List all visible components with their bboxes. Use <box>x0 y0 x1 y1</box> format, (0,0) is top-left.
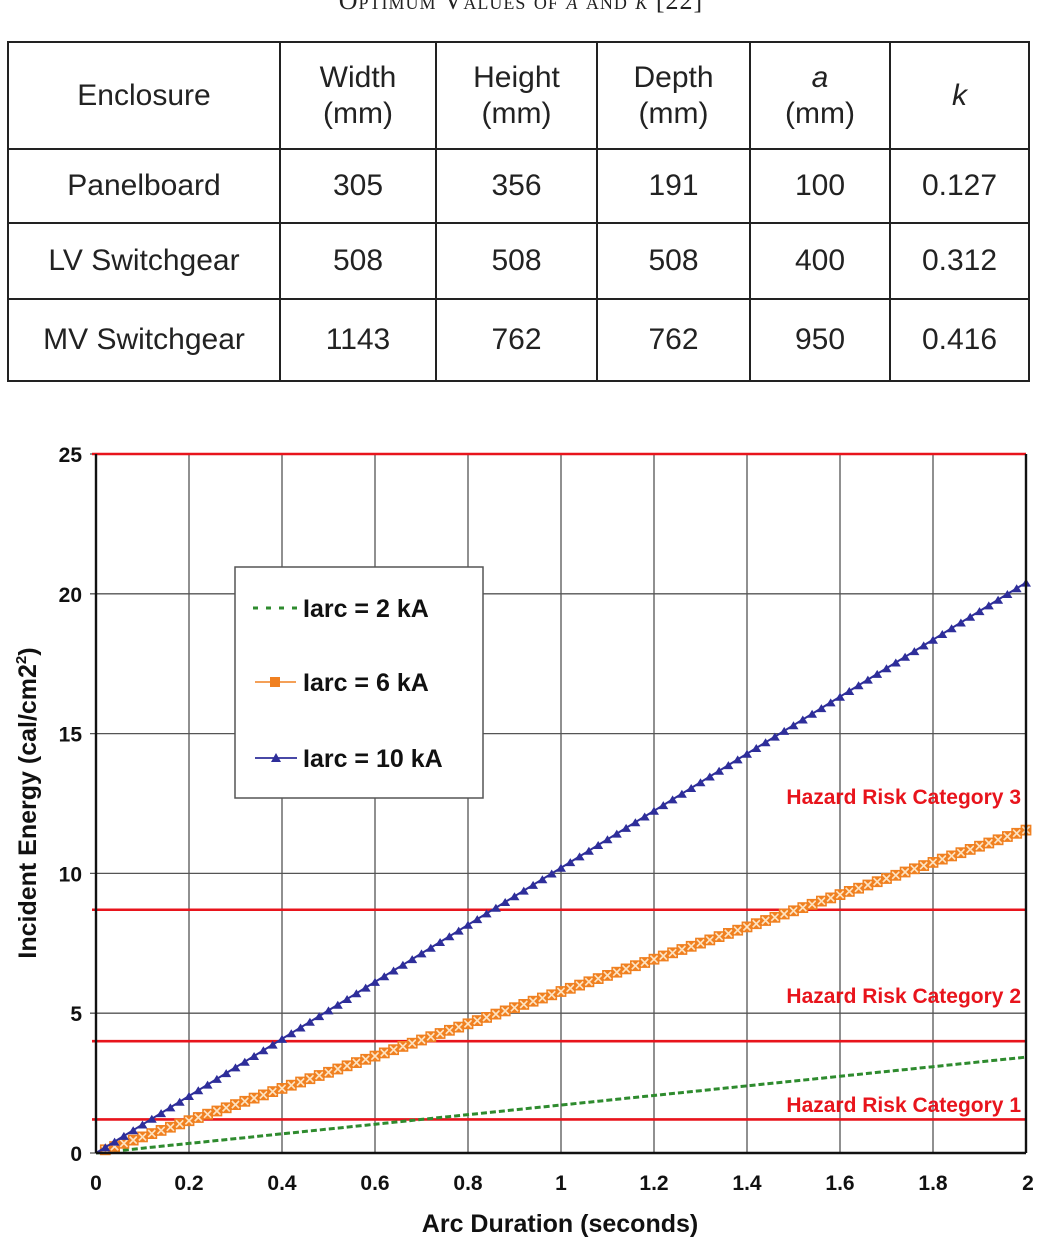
hazard-category-label: Hazard Risk Category 3 <box>786 786 1021 809</box>
x-tick-label: 0.6 <box>360 1172 389 1195</box>
x-tick-label: 1 <box>555 1172 567 1195</box>
legend-item: Iarc = 10 kA <box>255 745 443 773</box>
cell-a: 400 <box>749 222 891 300</box>
x-tick-label: 1.6 <box>825 1172 854 1195</box>
square-marker-icon <box>270 677 280 687</box>
cell-depth: 508 <box>596 222 751 300</box>
y-tick-label: 15 <box>59 724 83 747</box>
cell-a: 950 <box>749 298 891 382</box>
hazard-category-label: Hazard Risk Category 1 <box>786 1094 1021 1117</box>
y-tick-label: 0 <box>70 1143 82 1166</box>
cell-enclosure: MV Switchgear <box>7 298 281 382</box>
cell-k: 0.416 <box>889 298 1030 382</box>
cell-height: 356 <box>435 148 598 224</box>
x-tick-label: 2 <box>1022 1172 1034 1195</box>
legend-label: Iarc = 2 kA <box>303 595 429 623</box>
caption-var-k: k <box>635 0 649 15</box>
cell-width: 305 <box>279 148 437 224</box>
legend-item: Iarc = 6 kA <box>255 669 429 697</box>
cell-enclosure: Panelboard <box>7 148 281 224</box>
chart-axes: 0 5 10 15 20 25 0 0.2 0.4 0.6 0.8 1 1.2 1.4 1.6 1.8 2 Arc… <box>13 444 1034 1238</box>
x-tick-label: 0.8 <box>453 1172 483 1195</box>
cell-a: 100 <box>749 148 891 224</box>
caption-ref: [22] <box>648 0 704 15</box>
x-tick-label: 0.4 <box>267 1172 297 1195</box>
header-width: Width (mm) <box>279 41 437 150</box>
header-depth: Depth (mm) <box>596 41 751 150</box>
caption-var-a: a <box>566 0 579 15</box>
cell-height: 508 <box>435 222 598 300</box>
x-tick-label: 1.2 <box>639 1172 668 1195</box>
y-axis-title: Incident Energy (cal/cm22) <box>13 647 42 958</box>
legend-item: Iarc = 2 kA <box>253 595 429 623</box>
header-enclosure: Enclosure <box>7 41 281 150</box>
hazard-category-label: Hazard Risk Category 2 <box>786 985 1021 1008</box>
y-tick-label: 5 <box>70 1003 82 1026</box>
cell-depth: 191 <box>596 148 751 224</box>
header-k: k <box>889 41 1030 150</box>
legend-label: Iarc = 6 kA <box>303 669 429 697</box>
cell-depth: 762 <box>596 298 751 382</box>
cell-k: 0.127 <box>889 148 1030 224</box>
table-row: MV Switchgear 1143 762 762 950 0.416 <box>7 298 1030 382</box>
caption-text: Optimum Values of <box>338 0 567 15</box>
header-height: Height (mm) <box>435 41 598 150</box>
cell-width: 1143 <box>279 298 437 382</box>
hazard-reference-lines: Hazard Risk Category 1 Hazard Risk Catego… <box>92 452 1026 1121</box>
cell-enclosure: LV Switchgear <box>7 222 281 300</box>
incident-energy-chart: Hazard Risk Category 1 Hazard Risk Catego… <box>13 444 1034 1238</box>
table-header-row: Enclosure Width (mm) Height (mm) Depth (mm)… <box>7 41 1030 150</box>
cell-height: 762 <box>435 298 598 382</box>
y-tick-label: 20 <box>59 584 82 607</box>
y-tick-label: 25 <box>59 444 83 467</box>
triangle-marker-icon <box>271 753 281 762</box>
header-a: a (mm) <box>749 41 891 150</box>
cell-k: 0.312 <box>889 222 1030 300</box>
legend-label: Iarc = 10 kA <box>303 745 443 773</box>
y-tick-label: 10 <box>59 863 82 886</box>
x-tick-label: 1.4 <box>732 1172 762 1195</box>
x-axis-title: Arc Duration (seconds) <box>422 1210 698 1238</box>
caption-and: and <box>578 0 636 15</box>
series-line-3 <box>95 578 1031 1154</box>
x-tick-label: 0.2 <box>174 1172 203 1195</box>
x-tick-label: 1.8 <box>918 1172 948 1195</box>
table-row: Panelboard 305 356 191 100 0.127 <box>7 148 1030 224</box>
cell-width: 508 <box>279 222 437 300</box>
enclosure-parameters-table: Enclosure Width (mm) Height (mm) Depth (mm)… <box>7 41 1030 382</box>
x-tick-label: 0 <box>90 1172 102 1195</box>
chart-series <box>95 578 1032 1156</box>
chart-legend: Iarc = 2 kA Iarc = 6 kA Iarc = 10 kA <box>234 566 484 799</box>
table-row: LV Switchgear 508 508 508 400 0.312 <box>7 222 1030 300</box>
table-caption: Optimum Values of a and k [22] <box>0 0 1042 16</box>
